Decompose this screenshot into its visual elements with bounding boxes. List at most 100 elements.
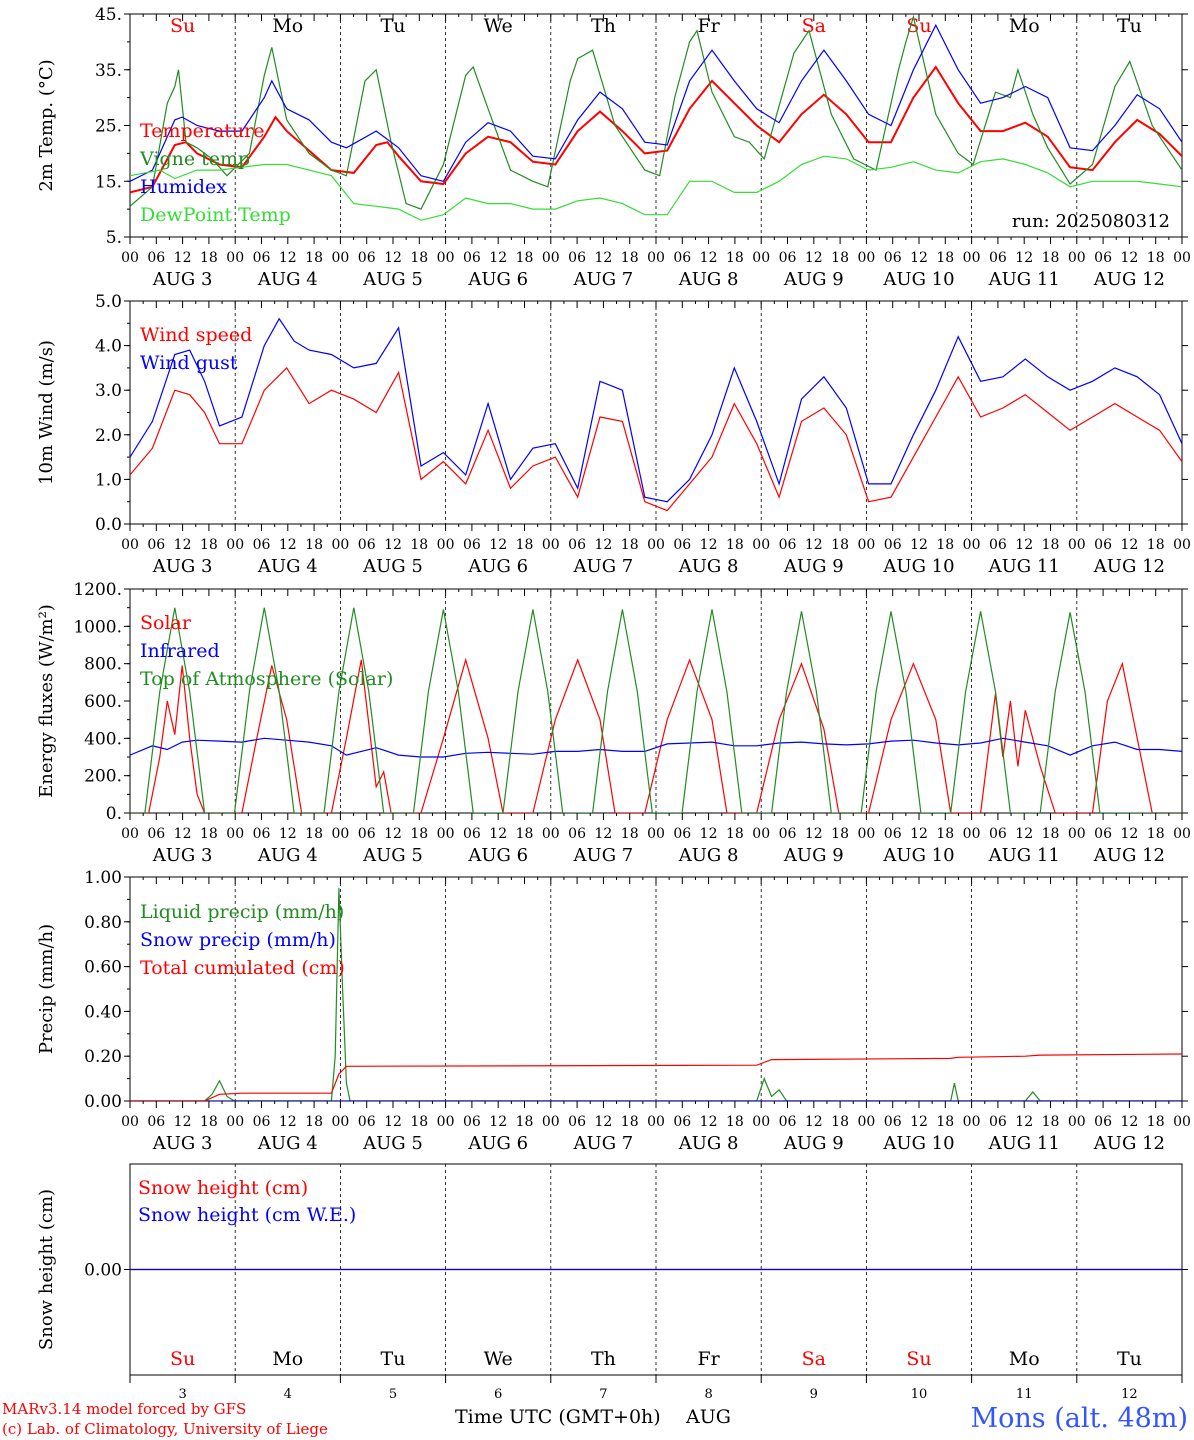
hour-tick-label: 06 bbox=[673, 537, 691, 553]
y-tick-label: 400. bbox=[84, 729, 122, 749]
y-tick-label: 5.0 bbox=[95, 292, 122, 312]
legend-entry: DewPoint Temp bbox=[140, 204, 291, 226]
hour-tick-label: 12 bbox=[279, 826, 297, 842]
hour-tick-label: 06 bbox=[779, 250, 797, 266]
series-line bbox=[130, 14, 1182, 210]
wind-panel: 00 06 12 18 00 06 12 18 00 06 12 18 00 06 12 18 00 06 12 18… bbox=[36, 292, 1191, 577]
hour-tick-label: 06 bbox=[358, 537, 376, 553]
hour-tick-label: 18 bbox=[726, 826, 744, 842]
y-axis-label: 2m Temp. (°C) bbox=[36, 59, 57, 191]
hour-tick-label: 06 bbox=[147, 537, 165, 553]
hour-tick-label: 18 bbox=[621, 537, 639, 553]
hour-tick-label: 06 bbox=[989, 1114, 1007, 1130]
hour-tick-label: 06 bbox=[884, 537, 902, 553]
date-label: AUG 9 bbox=[783, 269, 844, 290]
hour-tick-label: 06 bbox=[568, 250, 586, 266]
day-number-label: 9 bbox=[810, 1387, 818, 1402]
hour-tick-label: 18 bbox=[621, 1114, 639, 1130]
hour-tick-label: 06 bbox=[358, 1114, 376, 1130]
weekday-label: Th bbox=[591, 1348, 616, 1370]
date-label: AUG 4 bbox=[257, 556, 318, 577]
hour-tick-label: 12 bbox=[279, 1114, 297, 1130]
hour-tick-label: 12 bbox=[1015, 537, 1033, 553]
hour-tick-label: 00 bbox=[857, 537, 875, 553]
hour-tick-label: 06 bbox=[989, 250, 1007, 266]
date-label: AUG 6 bbox=[467, 269, 528, 290]
hour-tick-label: 18 bbox=[1042, 537, 1060, 553]
hour-tick-label: 06 bbox=[568, 537, 586, 553]
hour-tick-label: 00 bbox=[963, 537, 981, 553]
date-label: AUG 5 bbox=[362, 556, 423, 577]
hour-tick-label: 06 bbox=[358, 250, 376, 266]
snow-panel: 0.00 Snow height (cm) Snow height (cm) Snow… bbox=[36, 1163, 1188, 1383]
hour-tick-label: 12 bbox=[174, 1114, 192, 1130]
date-label: AUG 12 bbox=[1093, 556, 1165, 577]
hour-tick-label: 06 bbox=[989, 826, 1007, 842]
credit-line-1: MARv3.14 model forced by GFS bbox=[2, 1400, 246, 1418]
plot-frame bbox=[129, 588, 1183, 814]
hour-tick-label: 00 bbox=[857, 250, 875, 266]
legend-entry: Wind gust bbox=[140, 352, 238, 374]
hour-tick-label: 06 bbox=[253, 250, 271, 266]
series-line bbox=[130, 1053, 1182, 1101]
weekday-label: Fr bbox=[697, 15, 720, 37]
day-number-label: 12 bbox=[1121, 1387, 1138, 1402]
hour-tick-label: 06 bbox=[147, 826, 165, 842]
weekday-label: Tu bbox=[381, 15, 406, 37]
hour-tick-label: 00 bbox=[1173, 250, 1191, 266]
hour-tick-label: 00 bbox=[963, 1114, 981, 1130]
date-label: AUG 11 bbox=[988, 1133, 1060, 1154]
hour-tick-label: 00 bbox=[226, 250, 244, 266]
hour-tick-label: 00 bbox=[331, 250, 349, 266]
weekday-label: Th bbox=[591, 15, 616, 37]
hour-tick-label: 18 bbox=[200, 537, 218, 553]
hour-tick-label: 00 bbox=[857, 826, 875, 842]
hour-tick-label: 00 bbox=[1173, 1114, 1191, 1130]
y-tick-label: 200. bbox=[84, 767, 122, 787]
weekday-label: Su bbox=[170, 1348, 195, 1370]
hour-tick-label: 06 bbox=[358, 826, 376, 842]
hour-tick-label: 12 bbox=[805, 537, 823, 553]
y-tick-label: 45. bbox=[95, 5, 122, 25]
date-label: AUG 10 bbox=[882, 269, 954, 290]
hour-tick-label: 06 bbox=[463, 1114, 481, 1130]
hour-tick-label: 18 bbox=[1147, 537, 1165, 553]
date-label: AUG 5 bbox=[362, 845, 423, 866]
date-label: AUG 6 bbox=[467, 845, 528, 866]
hour-tick-label: 18 bbox=[200, 250, 218, 266]
weekday-label: Tu bbox=[381, 1348, 406, 1370]
hour-tick-label: 18 bbox=[410, 537, 428, 553]
date-label: AUG 9 bbox=[783, 845, 844, 866]
date-label: AUG 10 bbox=[882, 845, 954, 866]
hour-tick-label: 12 bbox=[700, 1114, 718, 1130]
hour-tick-label: 06 bbox=[253, 537, 271, 553]
hour-tick-label: 06 bbox=[1094, 826, 1112, 842]
hour-tick-label: 12 bbox=[910, 826, 928, 842]
hour-tick-label: 12 bbox=[1015, 1114, 1033, 1130]
hour-tick-label: 06 bbox=[673, 826, 691, 842]
hour-tick-label: 06 bbox=[884, 250, 902, 266]
y-axis-label: Energy fluxes (W/m²) bbox=[36, 604, 57, 798]
hour-tick-label: 18 bbox=[410, 250, 428, 266]
y-tick-label: 3.0 bbox=[95, 381, 122, 401]
hour-tick-label: 00 bbox=[1173, 826, 1191, 842]
hour-tick-label: 06 bbox=[1094, 1114, 1112, 1130]
hour-tick-label: 00 bbox=[1068, 250, 1086, 266]
hour-tick-label: 06 bbox=[253, 826, 271, 842]
hour-tick-label: 12 bbox=[805, 1114, 823, 1130]
hour-tick-label: 06 bbox=[884, 1114, 902, 1130]
hour-tick-label: 18 bbox=[410, 1114, 428, 1130]
date-label: AUG 6 bbox=[467, 556, 528, 577]
y-tick-label: 800. bbox=[84, 655, 122, 675]
day-number-label: 11 bbox=[1016, 1387, 1033, 1402]
date-label: AUG 10 bbox=[882, 556, 954, 577]
hour-tick-label: 06 bbox=[989, 537, 1007, 553]
legend-entry: Snow precip (mm/h) bbox=[140, 929, 336, 951]
y-tick-label: 1.00 bbox=[84, 868, 122, 888]
hour-tick-label: 18 bbox=[936, 537, 954, 553]
hour-tick-label: 00 bbox=[1068, 537, 1086, 553]
hour-tick-label: 00 bbox=[226, 537, 244, 553]
hour-tick-label: 00 bbox=[542, 250, 560, 266]
hour-tick-label: 00 bbox=[857, 1114, 875, 1130]
hour-tick-label: 18 bbox=[831, 250, 849, 266]
